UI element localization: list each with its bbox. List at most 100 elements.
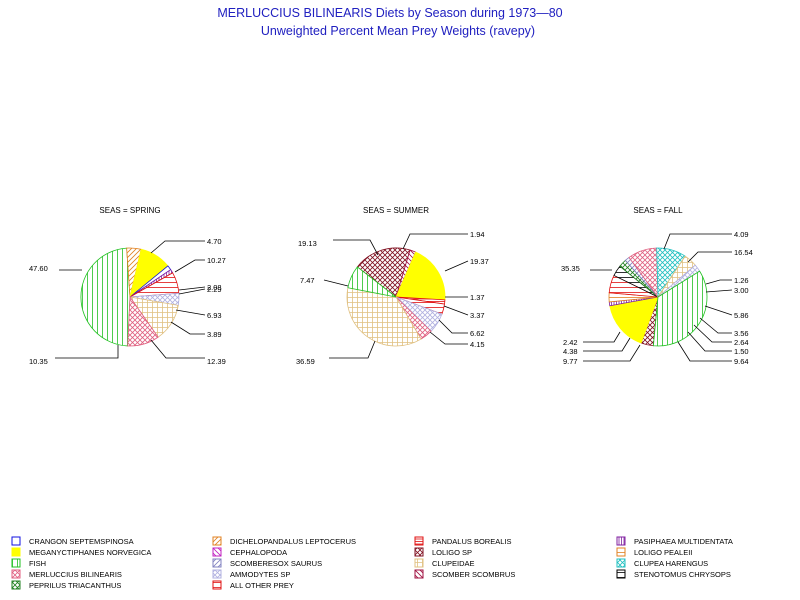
leader-line [333, 239, 379, 256]
legend-item-cephalopoda: CEPHALOPODA [212, 547, 287, 557]
pie-panels: SEAS = SPRING 47.60 4.70 10.27 2.082.29 6.93 3… [29, 206, 753, 366]
slice-value-label: 2.64 [734, 338, 749, 347]
slice-value-label: 3.37 [470, 311, 485, 320]
legend-item-loligo-pealeii: LOLIGO PEALEII [616, 547, 692, 557]
legend-swatch [212, 569, 222, 579]
legend-label: STENOTOMUS CHRYSOPS [634, 570, 731, 579]
leader-line [663, 233, 732, 250]
legend-item-merluccius-bilinearis: MERLUCCIUS BILINEARIS [11, 569, 122, 579]
slice-value-label: 1.94 [470, 230, 485, 239]
leader-line [429, 331, 468, 345]
leader-line [687, 251, 732, 263]
leader-line [150, 339, 205, 359]
pie-slice-clupeidae [346, 287, 422, 347]
slice-value-label: 9.64 [734, 357, 749, 366]
pie-slice-fish [652, 270, 708, 347]
legend-swatch [414, 536, 424, 546]
leader-line [583, 331, 621, 343]
legend-swatch [616, 536, 626, 546]
slice-value-label: 1.50 [734, 347, 749, 356]
legend-item-clupeidae: CLUPEIDAE [414, 558, 475, 568]
slice-value-label: 16.54 [734, 248, 753, 257]
leader-line [174, 259, 205, 273]
legend-swatch [212, 536, 222, 546]
slice-value-label: 2.29 [207, 285, 222, 294]
pie-title: SEAS = FALL [633, 206, 683, 215]
slice-value-label: 6.62 [470, 329, 485, 338]
leader-line [705, 279, 732, 285]
pie-slice-loligo-sp [356, 247, 411, 298]
leader-line [677, 341, 732, 362]
legend-label: CEPHALOPODA [230, 548, 287, 557]
leader-line [323, 279, 349, 287]
legend-item-scomberesox-saurus: SCOMBERESOX SAURUS [212, 558, 322, 568]
leader-line [178, 288, 206, 295]
legend-swatch [212, 547, 222, 557]
legend-label: CRANGON SEPTEMSPINOSA [29, 537, 134, 546]
legend-item-scomber-scombrus: SCOMBER SCOMBRUS [414, 569, 515, 579]
leader-line [699, 317, 732, 334]
leader-line [705, 289, 733, 293]
pie-slice-meganyctiphanes-norvegica [609, 296, 659, 344]
legend-swatch [212, 580, 222, 590]
slice-value-label: 4.70 [207, 237, 222, 246]
slice-value-label: 4.15 [470, 340, 485, 349]
legend-item-clupea-harengus: CLUPEA HARENGUS [616, 558, 708, 568]
legend-item-peprilus-triacanthus: PEPRILUS TRIACANTHUS [11, 580, 121, 590]
legend-item-meganyctiphanes-norvegica: MEGANYCTIPHANES NORVEGICA [11, 547, 151, 557]
legend-swatch [616, 558, 626, 568]
pie-chart-seas-summer: SEAS = SUMMER 19.13 1.94 19.37 1.37 3.37 6.62 4… [296, 206, 489, 366]
slice-value-label: 4.09 [734, 230, 749, 239]
legend-swatch [616, 569, 626, 579]
legend-swatch [212, 558, 222, 568]
pie-title: SEAS = SUMMER [363, 206, 429, 215]
slice-value-label: 10.27 [207, 256, 226, 265]
legend-label: LOLIGO PEALEII [634, 548, 692, 557]
slice-value-label: 19.37 [470, 257, 489, 266]
slice-value-label: 7.47 [300, 276, 315, 285]
legend-label: AMMODYTES SP [230, 570, 290, 579]
slice-value-label: 19.13 [298, 239, 317, 248]
chart-title: MERLUCCIUS BILINEARIS Diets by Season du… [217, 6, 562, 20]
legend-swatch [414, 569, 424, 579]
legend-item-loligo-sp: LOLIGO SP [414, 547, 472, 557]
pie-slice-fish [80, 247, 131, 347]
legend-label: FISH [29, 559, 46, 568]
legend-label: PANDALUS BOREALIS [432, 537, 511, 546]
leader-line [178, 286, 206, 291]
leader-line [583, 337, 631, 352]
slice-value-label: 1.37 [470, 293, 485, 302]
legend-item-crangon-septemspinosa: CRANGON SEPTEMSPINOSA [11, 536, 134, 546]
chart-subtitle: Unweighted Percent Mean Prey Weights (ra… [261, 24, 535, 38]
leader-line [438, 319, 468, 334]
legend-label: MEGANYCTIPHANES NORVEGICA [29, 548, 151, 557]
leader-line [402, 233, 468, 250]
legend-swatch [414, 558, 424, 568]
legend-label: CLUPEIDAE [432, 559, 475, 568]
legend-swatch [414, 547, 424, 557]
legend-item-all-other-prey: ALL OTHER PREY [212, 580, 294, 590]
leader-line [704, 305, 733, 316]
leader-line [443, 305, 469, 316]
legend-swatch [11, 536, 21, 546]
legend-label: SCOMBER SCOMBRUS [432, 570, 515, 579]
legend: CRANGON SEPTEMSPINOSA DICHELOPANDALUS LEP… [11, 536, 733, 590]
legend-label: LOLIGO SP [432, 548, 472, 557]
leader-line [693, 324, 732, 343]
leader-line [444, 260, 469, 272]
legend-label: MERLUCCIUS BILINEARIS [29, 570, 122, 579]
pie-slice-meganyctiphanes-norvegica [395, 251, 446, 301]
legend-item-pandalus-borealis: PANDALUS BOREALIS [414, 536, 511, 546]
slice-value-label: 6.93 [207, 311, 222, 320]
legend-label: ALL OTHER PREY [230, 581, 294, 590]
pie-slice-merluccius-bilinearis [127, 295, 159, 347]
legend-swatch [616, 547, 626, 557]
leader-line [55, 345, 119, 359]
pie-slice-fish [347, 266, 397, 298]
pie-chart-seas-fall: SEAS = FALL 4.09 16.54 1.263.00 5.86 3.562.64… [561, 206, 753, 366]
legend-item-dichelopandalus-leptocerus: DICHELOPANDALUS LEPTOCERUS [212, 536, 356, 546]
pie-title: SEAS = SPRING [99, 206, 160, 215]
slice-value-label: 4.38 [563, 347, 578, 356]
slice-value-label: 35.35 [561, 264, 580, 273]
leader-line [687, 331, 732, 352]
